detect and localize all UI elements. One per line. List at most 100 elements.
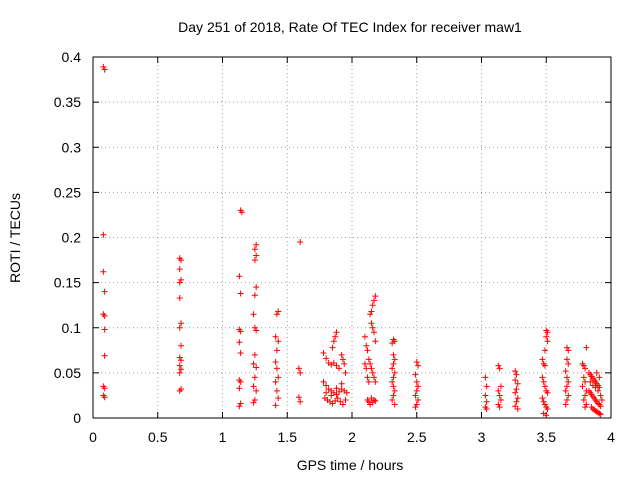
data-point bbox=[513, 398, 520, 405]
data-point bbox=[176, 266, 183, 273]
data-point bbox=[250, 399, 257, 406]
data-point bbox=[495, 401, 502, 408]
data-point bbox=[541, 347, 548, 354]
data-point bbox=[176, 354, 183, 361]
data-point bbox=[365, 378, 372, 385]
data-point bbox=[332, 397, 339, 404]
data-point bbox=[253, 327, 260, 334]
data-point bbox=[390, 383, 397, 390]
y-axis-label: ROTI / TECUs bbox=[7, 193, 23, 283]
data-point bbox=[251, 324, 258, 331]
data-point bbox=[369, 302, 376, 309]
data-point bbox=[413, 378, 420, 385]
data-point bbox=[391, 387, 398, 394]
y-tick-label: 0.25 bbox=[54, 184, 81, 200]
data-point bbox=[543, 412, 550, 419]
data-point bbox=[178, 342, 185, 349]
data-point bbox=[582, 365, 589, 372]
data-point bbox=[341, 360, 348, 367]
data-point bbox=[544, 405, 551, 412]
data-point bbox=[497, 383, 504, 390]
data-point bbox=[391, 369, 398, 376]
data-point bbox=[597, 411, 604, 418]
data-point bbox=[541, 362, 548, 369]
data-point bbox=[342, 396, 349, 403]
y-tick-label: 0.4 bbox=[62, 49, 82, 65]
data-point bbox=[101, 326, 108, 333]
chart-title: Day 251 of 2018, Rate Of TEC Index for r… bbox=[178, 19, 522, 35]
data-point bbox=[330, 338, 337, 345]
data-point bbox=[565, 392, 572, 399]
data-point bbox=[512, 389, 519, 396]
data-point bbox=[251, 246, 258, 253]
data-point bbox=[367, 360, 374, 367]
data-point bbox=[363, 342, 370, 349]
data-point bbox=[273, 347, 280, 354]
data-point bbox=[563, 344, 570, 351]
data-point bbox=[178, 320, 185, 327]
data-point bbox=[364, 347, 371, 354]
data-point bbox=[237, 400, 244, 407]
data-point bbox=[323, 355, 330, 362]
data-point bbox=[562, 387, 569, 394]
data-point bbox=[329, 400, 336, 407]
x-tick-label: 3 bbox=[478, 429, 486, 445]
data-point bbox=[483, 405, 490, 412]
x-tick-label: 2.5 bbox=[407, 429, 427, 445]
data-point bbox=[368, 320, 375, 327]
data-point bbox=[101, 385, 108, 392]
data-point bbox=[361, 333, 368, 340]
data-point bbox=[236, 273, 243, 280]
data-point bbox=[363, 365, 370, 372]
data-point bbox=[583, 401, 590, 408]
data-point bbox=[339, 356, 346, 363]
data-point bbox=[389, 396, 396, 403]
data-point bbox=[251, 374, 258, 381]
data-point bbox=[582, 378, 589, 385]
data-point bbox=[343, 389, 350, 396]
data-point bbox=[297, 369, 304, 376]
y-tick-label: 0.1 bbox=[62, 320, 82, 336]
data-point bbox=[415, 383, 422, 390]
data-point bbox=[178, 276, 185, 283]
data-point bbox=[368, 365, 375, 372]
data-point bbox=[237, 328, 244, 335]
data-point bbox=[389, 340, 396, 347]
data-point bbox=[540, 398, 547, 405]
data-point bbox=[565, 360, 572, 367]
data-points bbox=[100, 63, 605, 419]
data-point bbox=[251, 396, 258, 403]
data-point bbox=[275, 308, 282, 315]
data-point bbox=[512, 377, 519, 384]
data-point bbox=[495, 362, 502, 369]
y-tick-label: 0.15 bbox=[54, 275, 81, 291]
data-point bbox=[513, 386, 520, 393]
data-point bbox=[592, 384, 599, 391]
data-point bbox=[295, 394, 302, 401]
data-point bbox=[565, 378, 572, 385]
data-point bbox=[563, 383, 570, 390]
data-point bbox=[237, 350, 244, 357]
data-point bbox=[332, 333, 339, 340]
x-tick-label: 3.5 bbox=[537, 429, 557, 445]
data-point bbox=[365, 398, 372, 405]
data-point bbox=[275, 374, 282, 381]
data-point bbox=[101, 66, 108, 73]
data-point bbox=[514, 380, 521, 387]
data-point bbox=[272, 333, 279, 340]
data-point bbox=[412, 392, 419, 399]
data-point bbox=[512, 403, 519, 410]
data-point bbox=[273, 387, 280, 394]
data-point bbox=[253, 241, 260, 248]
data-point bbox=[483, 398, 490, 405]
data-point bbox=[539, 374, 546, 381]
y-tick-label: 0.2 bbox=[62, 230, 82, 246]
data-point bbox=[371, 396, 378, 403]
data-point bbox=[391, 356, 398, 363]
data-point bbox=[178, 257, 185, 264]
x-tick-label: 1.5 bbox=[278, 429, 298, 445]
data-point bbox=[483, 383, 490, 390]
data-point bbox=[593, 369, 600, 376]
